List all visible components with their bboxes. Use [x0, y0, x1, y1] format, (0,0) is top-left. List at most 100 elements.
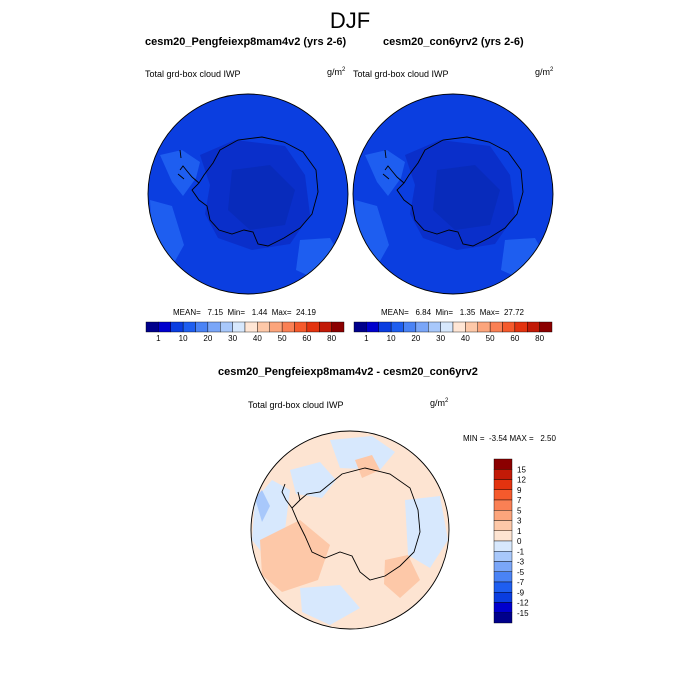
- colorbar-swatch: [257, 321, 270, 333]
- colorbar-tick-label: 9: [517, 486, 522, 495]
- colorbar-tick-label: -9: [517, 588, 525, 597]
- colorbar-swatch: [493, 469, 513, 480]
- colorbar-tick-label: 40: [253, 334, 262, 343]
- colorbar-swatch: [493, 458, 513, 470]
- colorbar-swatch: [306, 321, 320, 333]
- colorbar-swatch: [319, 321, 332, 333]
- map-2-coastline: [382, 136, 524, 247]
- panel-1-units: g/m2: [327, 67, 346, 77]
- colorbar-tick-label: 60: [302, 334, 311, 343]
- colorbar-swatch: [493, 479, 513, 490]
- colorbar-swatch: [428, 321, 441, 333]
- colorbar-swatch: [390, 321, 404, 333]
- colorbar-tick-label: 30: [436, 334, 445, 343]
- map-3: [251, 431, 449, 629]
- main-title: DJF: [329, 8, 371, 33]
- colorbar-swatch: [195, 321, 209, 333]
- colorbar-tick-label: -7: [517, 578, 525, 587]
- panel-3-title: cesm20_Pengfeiexp8mam4v2 - cesm20_con6yr…: [218, 366, 478, 378]
- colorbar-swatch: [366, 321, 379, 333]
- panel-2-title: cesm20_con6yrv2 (yrs 2-6): [383, 36, 524, 48]
- colorbar-swatch: [145, 321, 159, 333]
- panel-3-stats: MIN = -3.54 MAX = 2.50: [463, 434, 556, 443]
- colorbar-swatch: [281, 321, 295, 333]
- colorbar-swatch: [493, 581, 513, 593]
- map-2-field-patch: [355, 200, 389, 270]
- map-2-border: [352, 93, 554, 295]
- colorbar-swatch: [170, 321, 184, 333]
- map-2-field-patch: [501, 238, 545, 280]
- map-3-positive-patch: [384, 555, 420, 598]
- colorbar-swatch: [539, 321, 553, 333]
- map-2-field-patch: [365, 150, 405, 196]
- colorbar-swatch: [502, 321, 516, 333]
- colorbar-tick-label: 1: [364, 334, 369, 343]
- colorbar-tick-label: 10: [387, 334, 396, 343]
- panel-2-stats: MEAN= 6.84 Min= 1.35 Max= 27.72: [381, 308, 524, 317]
- colorbar-tick-label: 3: [517, 517, 522, 526]
- colorbar-swatch: [493, 551, 513, 562]
- colorbar-tick-label: 7: [517, 496, 522, 505]
- colorbar-swatch: [489, 321, 503, 333]
- colorbar-tick-label: 1: [517, 527, 522, 536]
- colorbar-tick-label: 40: [461, 334, 470, 343]
- colorbar-swatch: [232, 321, 246, 333]
- colorbar-swatch: [465, 321, 478, 333]
- colorbar-tick-label: 20: [203, 334, 212, 343]
- colorbar-swatch: [493, 571, 513, 583]
- colorbar-tick-label: 50: [278, 334, 287, 343]
- colorbar-swatch: [477, 321, 491, 333]
- colorbar-swatch: [207, 321, 221, 333]
- colorbar-swatch: [493, 612, 513, 624]
- panel-1-title: cesm20_Pengfeiexp8mam4v2 (yrs 2-6): [145, 36, 347, 48]
- colorbar-swatch: [182, 321, 196, 333]
- map-1-field-patch: [296, 238, 340, 280]
- map-1-field-patch: [160, 150, 200, 196]
- colorbar-swatch: [415, 321, 429, 333]
- map-3-coastline: [281, 467, 421, 581]
- colorbar-swatch: [244, 321, 258, 333]
- panel-1-variable-label: Total grd-box cloud IWP: [145, 69, 241, 79]
- map-3-positive-patch: [355, 455, 380, 478]
- colorbar-swatch: [220, 321, 233, 333]
- colorbar-tick-label: 12: [517, 476, 526, 485]
- map-1: [148, 94, 348, 294]
- colorbar-swatch: [493, 530, 513, 542]
- colorbar-swatch: [493, 561, 513, 572]
- colorbar-tick-label: 5: [517, 506, 522, 515]
- colorbar-swatch: [493, 489, 513, 501]
- map-3-negative-patch: [405, 496, 448, 568]
- colorbar-swatch: [294, 321, 308, 333]
- panel-2-units: g/m2: [535, 67, 554, 77]
- colorbar-swatch: [493, 540, 513, 552]
- colorbar-swatch: [378, 321, 392, 333]
- colorbar-swatch: [452, 321, 466, 333]
- panel-2-variable-label: Total grd-box cloud IWP: [353, 69, 449, 79]
- colorbar-swatch: [493, 602, 513, 613]
- colorbar-swatch: [353, 321, 367, 333]
- colorbar-tick-label: 10: [179, 334, 188, 343]
- map-1-interior-field: [228, 165, 295, 230]
- map-3-negative-patch: [300, 585, 360, 625]
- colorbar-swatch: [158, 321, 171, 333]
- colorbar-swatch: [493, 510, 513, 521]
- colorbar-2: 1 10 20 30 40 50 60 80: [353, 321, 553, 343]
- colorbar-tick-label: 15: [517, 465, 526, 474]
- map-2-interior-field: [433, 165, 500, 230]
- colorbar-tick-label: 50: [486, 334, 495, 343]
- colorbar-tick-label: 80: [535, 334, 544, 343]
- colorbar-tick-label: 30: [228, 334, 237, 343]
- map-3-border: [250, 430, 450, 630]
- colorbar-tick-label: -12: [517, 599, 529, 608]
- colorbar-tick-label: 60: [510, 334, 519, 343]
- map-3-negative-patch: [290, 462, 336, 498]
- map-1-coastline: [177, 136, 319, 247]
- colorbar-tick-label: 1: [156, 334, 161, 343]
- colorbar-swatch: [514, 321, 528, 333]
- map-1-field-patch: [150, 200, 184, 270]
- colorbar-tick-label: -1: [517, 547, 525, 556]
- colorbar-1: 1 10 20 30 40 50 60 80: [145, 321, 345, 343]
- colorbar-tick-label: -5: [517, 568, 525, 577]
